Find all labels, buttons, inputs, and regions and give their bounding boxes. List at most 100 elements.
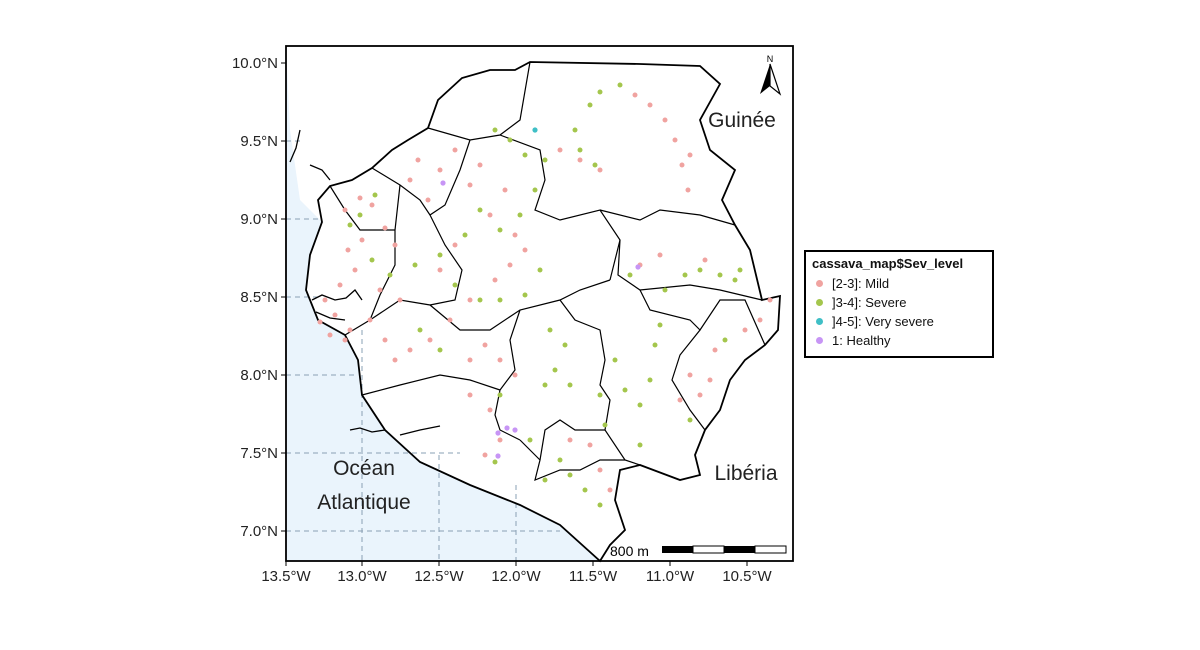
map-frame <box>285 45 794 562</box>
point-severe <box>587 102 593 108</box>
point-mild <box>657 252 663 258</box>
lat-tick-label: 10.0°N <box>232 55 278 72</box>
point-severe <box>417 327 423 333</box>
point-mild <box>487 407 493 413</box>
point-mild <box>359 237 365 243</box>
points-mild <box>317 92 773 493</box>
point-mild <box>597 467 603 473</box>
point-severe <box>582 487 588 493</box>
point-mild <box>712 347 718 353</box>
point-severe <box>597 392 603 398</box>
point-mild <box>467 182 473 188</box>
point-mild <box>382 225 388 231</box>
point-severe <box>552 367 558 373</box>
point-severe <box>722 337 728 343</box>
point-mild <box>317 319 323 325</box>
point-severe <box>542 382 548 388</box>
lon-tick-label: 10.5°W <box>722 568 772 585</box>
point-severe <box>557 457 563 463</box>
ocean <box>286 46 600 561</box>
point-severe <box>542 477 548 483</box>
point-mild <box>397 297 403 303</box>
point-severe <box>452 282 458 288</box>
point-severe <box>592 162 598 168</box>
point-severe <box>732 277 738 283</box>
point-mild <box>392 357 398 363</box>
point-mild <box>337 282 343 288</box>
point-severe <box>567 382 573 388</box>
point-mild <box>377 287 383 293</box>
point-severe <box>387 272 393 278</box>
point-severe <box>697 267 703 273</box>
point-healthy <box>495 430 501 436</box>
point-severe <box>647 377 653 383</box>
point-severe <box>597 502 603 508</box>
point-mild <box>707 377 713 383</box>
point-mild <box>512 232 518 238</box>
point-mild <box>577 157 583 163</box>
point-mild <box>477 162 483 168</box>
point-mild <box>452 242 458 248</box>
point-mild <box>347 327 353 333</box>
point-mild <box>345 247 351 253</box>
point-mild <box>482 452 488 458</box>
point-severe <box>717 272 723 278</box>
point-mild <box>437 167 443 173</box>
point-mild <box>407 347 413 353</box>
point-severe <box>527 437 533 443</box>
point-mild <box>487 212 493 218</box>
point-mild <box>697 392 703 398</box>
point-severe <box>562 342 568 348</box>
point-severe <box>622 387 628 393</box>
point-mild <box>497 437 503 443</box>
point-severe <box>522 152 528 158</box>
point-severe <box>627 272 633 278</box>
points-healthy <box>440 180 641 459</box>
lon-tick-label: 13.0°W <box>337 568 387 585</box>
point-mild <box>342 207 348 213</box>
point-mild <box>757 317 763 323</box>
point-mild <box>497 357 503 363</box>
legend-item-label: ]3-4]: Severe <box>832 295 907 310</box>
point-severe <box>652 342 658 348</box>
legend-swatch <box>816 299 823 306</box>
point-mild <box>322 297 328 303</box>
point-severe <box>547 327 553 333</box>
legend-swatch <box>816 318 823 325</box>
point-mild <box>597 167 603 173</box>
point-mild <box>742 327 748 333</box>
point-severe <box>577 147 583 153</box>
point-severe <box>637 402 643 408</box>
point-mild <box>512 372 518 378</box>
point-mild <box>507 262 513 268</box>
point-severe <box>617 82 623 88</box>
legend-item-very-severe: ]4-5]: Very severe <box>812 312 986 331</box>
svg-text:N: N <box>767 54 774 64</box>
lat-tick-label: 9.0°N <box>240 211 278 228</box>
point-healthy <box>512 427 518 433</box>
point-healthy <box>495 453 501 459</box>
point-mild <box>357 195 363 201</box>
point-mild <box>767 297 773 303</box>
point-healthy <box>635 264 641 270</box>
legend-item-severe: ]3-4]: Severe <box>812 293 986 312</box>
point-mild <box>492 277 498 283</box>
legend-swatch <box>816 337 823 344</box>
point-severe <box>532 187 538 193</box>
lon-tick-label: 12.5°W <box>414 568 464 585</box>
point-severe <box>602 422 608 428</box>
point-mild <box>425 197 431 203</box>
point-mild <box>407 177 413 183</box>
point-healthy <box>504 425 510 431</box>
label-ocean-line2: Atlantique <box>317 491 410 514</box>
graticule <box>286 140 560 561</box>
point-mild <box>437 267 443 273</box>
point-mild <box>557 147 563 153</box>
point-severe <box>662 287 668 293</box>
point-severe <box>687 417 693 423</box>
point-severe <box>492 127 498 133</box>
point-mild <box>677 397 683 403</box>
point-severe <box>437 252 443 258</box>
label-ocean-line1: Océan <box>333 457 395 480</box>
